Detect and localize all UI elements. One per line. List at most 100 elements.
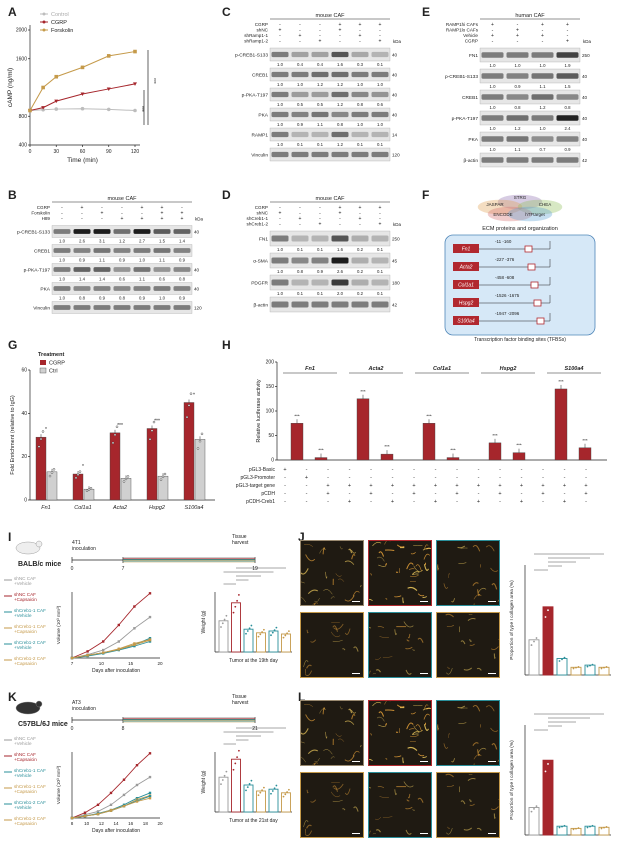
growth-point [133,627,136,630]
treatment-sign: + [181,216,184,222]
treatment-label: H89 [42,216,51,221]
band-label: CREB1 [34,249,50,255]
growth-line [71,752,151,819]
blot-panel-c: mouse CAF CGRP - - - + + + shNC + - - + - - shRamp1-1- +… [225,12,420,187]
growth-point [86,650,89,653]
fiber [301,568,309,575]
treatment-sign: + [339,28,342,34]
gene-box [453,244,479,253]
mw-label: 40 [392,53,398,58]
treatment-sign: + [566,39,569,45]
treatment-sign: + [161,216,164,222]
fiber [411,731,420,735]
blot-band [351,279,369,286]
band-label: β-actin [464,158,479,164]
bar [35,436,47,501]
blot-band [506,52,529,58]
legend-label: +Vehicle [14,645,32,650]
bar [446,457,460,461]
growth-point [148,615,152,619]
blot-band [351,71,369,78]
collagen-dot [600,667,603,670]
mw-label: 120 [194,306,202,311]
weight-dot [245,789,247,792]
quant-value: 1.0 [490,63,497,68]
growth-point [83,814,87,818]
y-axis-label: Weight (g) [201,770,207,793]
treatment-sign: - [181,205,183,211]
blot-band [506,73,529,79]
quant-value: 0.9 [317,269,324,274]
fiber [485,545,495,552]
fiber [385,597,388,600]
growth-point [102,651,105,654]
x-tick-label: 8 [71,821,74,826]
blot-band [271,51,289,58]
fiber [353,646,359,652]
blot-band [481,52,504,58]
gene-box [453,298,479,307]
treatment-sign: + [339,211,342,217]
micrograph-1 [300,700,364,766]
quant-value: 0.1 [317,247,324,252]
treatment-sign: - [121,205,123,211]
data-point [106,87,111,91]
fiber [338,578,345,582]
fiber [415,724,422,732]
growth-point [133,643,136,646]
treatment-label: shCreb1-2 [247,222,269,227]
timeline-label: 7 [122,566,125,572]
blot-band [331,71,349,78]
scale-bar [488,672,496,674]
fiber [385,757,388,760]
growth-point [102,648,105,652]
band-label: Vinculin [33,306,50,312]
fiber [490,806,499,811]
fiber [307,589,319,595]
treatment-sign: - [542,28,544,34]
fiber [405,669,412,675]
legend-label: +Capsaicin [14,629,37,634]
blot-band [351,235,369,242]
blot-band [371,151,389,158]
data-point [41,107,45,112]
blot-band [481,136,504,142]
tfbs-site [536,317,545,325]
y-tick-label: 0 [24,498,27,504]
fiber [457,545,466,549]
quant-value: 0.7 [540,147,547,152]
quant-value: 1.9 [565,63,572,68]
collagen-dot [575,827,577,830]
blot-band [531,73,554,79]
treatment-sign: - [299,211,301,217]
fiber [344,560,355,565]
fiber [384,709,395,712]
fiber [305,714,316,722]
sig-marker: *** [516,443,522,448]
panel-letter-j: J [298,530,305,544]
quant-value: 0.9 [179,258,186,263]
quant-value: 1.2 [337,82,344,87]
panel-letter-f: F [422,188,430,202]
treatment-sign: - [359,28,361,34]
construct-sign: + [498,491,501,497]
fiber [377,626,385,629]
treatment-label: CGRP [37,205,50,210]
quant-value: 1.2 [119,239,126,244]
weight-dot [223,618,226,621]
legend-label: +Capsaicin [14,789,37,794]
quant-value: 1.0 [277,142,284,147]
fiber [406,722,414,730]
fiber [307,749,319,755]
treatment-sign: - [319,22,321,28]
fiber [303,820,309,827]
mw-label: 45 [392,259,398,264]
fiber [369,830,371,834]
treatment-sign: - [339,216,341,222]
data-dot [115,425,119,428]
fiber [412,809,415,811]
y-tick-label: 0 [271,458,274,464]
growth-point [83,811,87,814]
fiber [451,598,455,603]
